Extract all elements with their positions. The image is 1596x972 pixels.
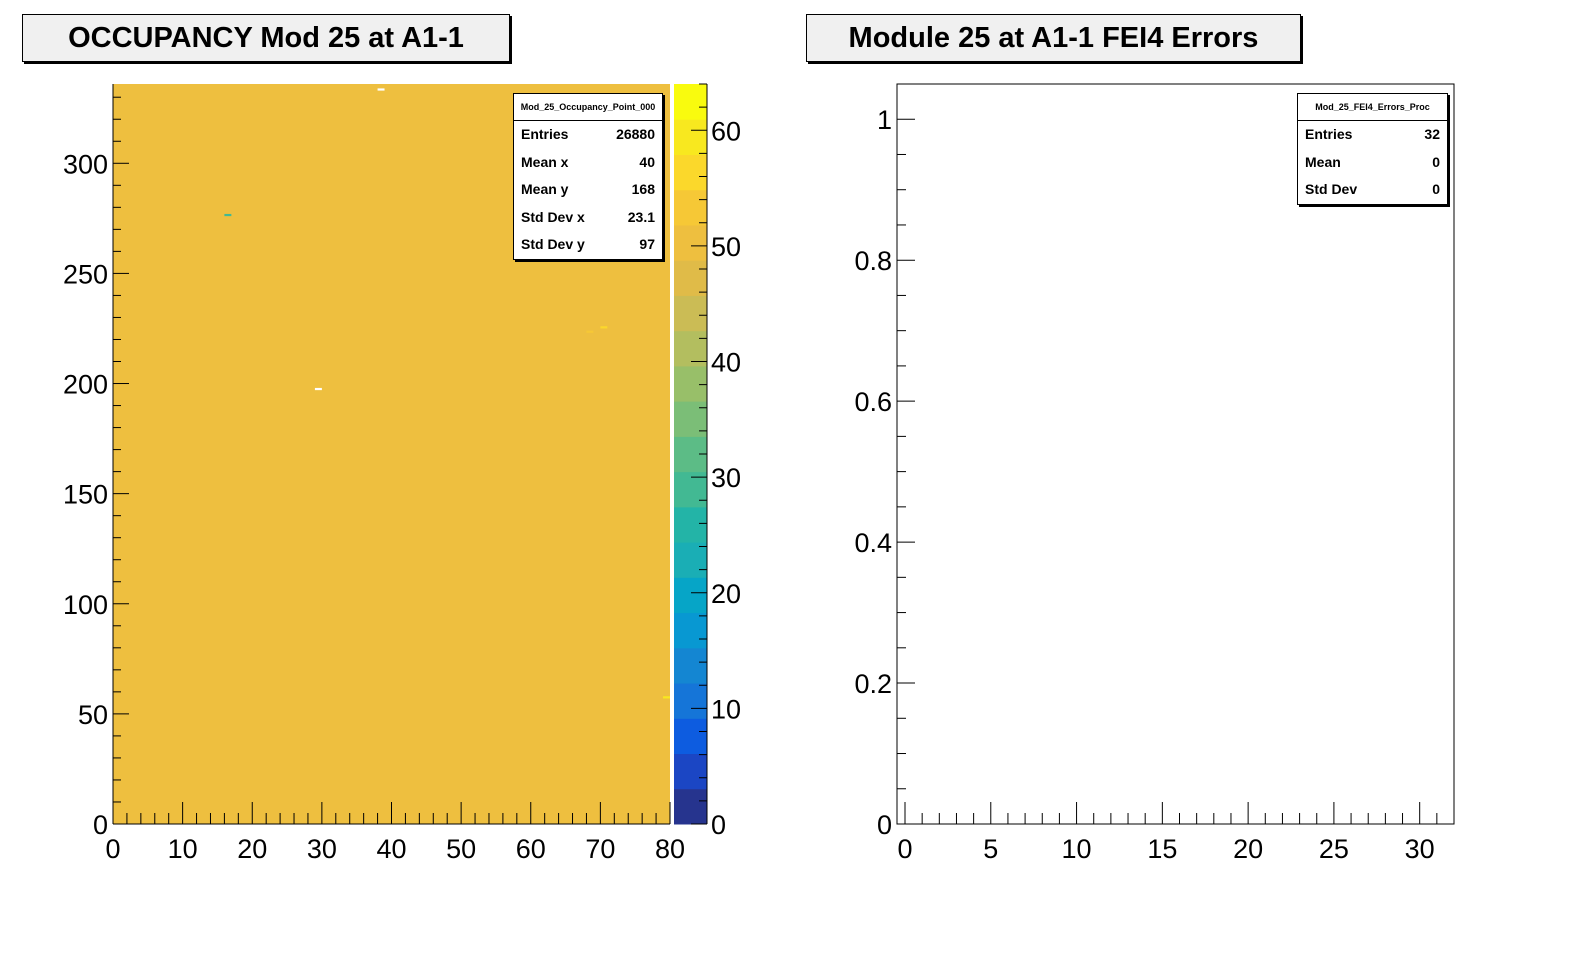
heatmap-cell	[224, 213, 232, 217]
stats-value: 0	[1432, 181, 1440, 197]
colorbar-segment	[674, 718, 707, 755]
colorbar-segment	[674, 154, 707, 191]
occupancy-pad: OCCUPANCY Mod 25 at A1-1 0 10 20 30 40 50 60 70…	[22, 14, 741, 864]
x-tick-label: 10	[168, 834, 198, 864]
colorbar-segment	[674, 119, 707, 155]
colorbar-segment	[674, 683, 707, 719]
colorbar-segment	[674, 189, 707, 226]
colorbar-segment	[674, 542, 707, 578]
stats-row-stddev-x: Std Dev x 23.1	[514, 204, 662, 232]
colorbar-segment	[674, 224, 707, 261]
stats-row-mean-x: Mean x 40	[514, 149, 662, 177]
stats-histogram-name: Mod_25_FEI4_Errors_Proc	[1298, 94, 1447, 121]
colorbar-segment	[674, 401, 707, 437]
occupancy-heatmap-svg: 0 10 20 30 40 50 60 70 80 0 50 100 150 200 250 300 0 10 20…	[63, 83, 741, 864]
heatmap-cell	[377, 88, 385, 91]
y-tick-label: 300	[63, 149, 108, 179]
heatmap-cell	[600, 326, 608, 329]
x-tick-label: 0	[897, 834, 912, 864]
colorbar-segment	[674, 330, 707, 367]
colorbar-segment	[674, 506, 707, 543]
stats-row-mean-y: Mean y 168	[514, 176, 662, 204]
colorbar-tick-label: 50	[711, 232, 741, 262]
y-tick-label: 1	[877, 105, 892, 135]
heatmap-cell	[586, 330, 594, 333]
x-tick-label: 30	[307, 834, 337, 864]
colorbar-segment	[674, 577, 707, 614]
plot-frame	[896, 83, 1455, 825]
stats-label: Mean	[1305, 153, 1341, 170]
colorbar-segment	[674, 84, 707, 120]
stats-value: 168	[631, 181, 655, 197]
stats-row-entries: Entries 26880	[514, 121, 662, 149]
stats-histogram-name: Mod_25_Occupancy_Point_000	[514, 94, 662, 121]
errors-histogram-svg: 0 5 10 15 20 25 30 0 0.2 0.4 0.6 0.8 1	[854, 83, 1455, 864]
stats-label: Std Dev	[1305, 181, 1358, 197]
stats-value: 23.1	[627, 208, 655, 225]
y-tick-label: 200	[63, 370, 108, 400]
y-tick-label: 0	[93, 810, 108, 840]
errors-title: Module 25 at A1-1 FEI4 Errors	[806, 14, 1301, 62]
stats-label: Entries	[521, 126, 569, 142]
stats-value: 40	[639, 153, 655, 170]
colorbar-segment	[674, 260, 707, 296]
stats-label: Std Dev y	[521, 236, 585, 252]
stats-row-entries: Entries 32	[1298, 121, 1447, 149]
errors-pad: Module 25 at A1-1 FEI4 Errors 0 5 10 15 20 25…	[798, 0, 1596, 972]
occupancy-title: OCCUPANCY Mod 25 at A1-1	[22, 14, 510, 62]
colorbar-tick-label: 20	[711, 579, 741, 609]
colorbar-segment	[674, 612, 707, 649]
stats-value: 0	[1432, 153, 1440, 170]
colorbar-tick-label: 60	[711, 116, 741, 146]
colorbar-tick-label: 30	[711, 463, 741, 493]
stats-row-stddev-y: Std Dev y 97	[514, 231, 662, 259]
y-tick-label: 0.8	[854, 246, 892, 276]
stats-label: Mean y	[521, 181, 569, 197]
colorbar-tick-label: 10	[711, 694, 741, 724]
y-tick-label: 250	[63, 259, 108, 289]
y-tick-label: 0.4	[854, 528, 892, 558]
x-tick-label: 60	[516, 834, 546, 864]
x-tick-label: 20	[1233, 834, 1263, 864]
x-tick-label: 15	[1147, 834, 1177, 864]
stats-label: Std Dev x	[521, 208, 585, 225]
stats-label: Mean x	[521, 153, 569, 170]
x-tick-label: 10	[1062, 834, 1092, 864]
colorbar-segment	[674, 365, 707, 402]
colorbar-tick-label: 0	[711, 810, 726, 840]
colorbar-segment	[674, 647, 707, 684]
y-tick-label: 0	[877, 810, 892, 840]
heatmap-cell	[663, 696, 670, 699]
y-tick-label: 150	[63, 480, 108, 510]
stats-label: Entries	[1305, 126, 1353, 142]
heatmap-cell	[314, 387, 322, 391]
y-tick-label: 0.2	[854, 669, 892, 699]
occupancy-stats-box: Mod_25_Occupancy_Point_000 Entries 26880…	[513, 93, 663, 260]
errors-stats-box: Mod_25_FEI4_Errors_Proc Entries 32 Mean …	[1297, 93, 1448, 205]
stats-value: 26880	[616, 126, 655, 142]
colorbar-tick-label: 40	[711, 348, 741, 378]
x-tick-label: 0	[105, 834, 120, 864]
stats-value: 97	[639, 236, 655, 252]
x-tick-label: 5	[983, 834, 998, 864]
x-tick-label: 80	[655, 834, 685, 864]
x-tick-label: 30	[1405, 834, 1435, 864]
x-tick-label: 50	[446, 834, 476, 864]
colorbar-segment	[674, 788, 707, 825]
x-tick-label: 20	[237, 834, 267, 864]
x-tick-label: 40	[376, 834, 406, 864]
y-tick-label: 0.6	[854, 387, 892, 417]
stats-row-stddev: Std Dev 0	[1298, 176, 1447, 204]
stats-value: 32	[1424, 126, 1440, 142]
x-tick-label: 25	[1319, 834, 1349, 864]
y-tick-label: 100	[63, 590, 108, 620]
colorbar-segment	[674, 295, 707, 332]
x-tick-label: 70	[585, 834, 615, 864]
colorbar-segment	[674, 753, 707, 790]
stats-row-mean: Mean 0	[1298, 149, 1447, 177]
y-tick-label: 50	[78, 700, 108, 730]
